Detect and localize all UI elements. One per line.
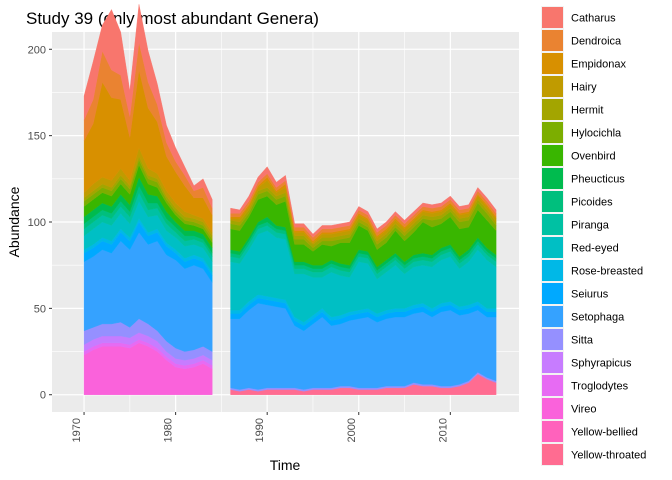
legend-swatch-sphyrapicus — [542, 352, 563, 373]
legend-swatch-dendroica — [542, 30, 563, 51]
x-axis-title: Time — [270, 457, 301, 473]
legend-swatch-piranga — [542, 214, 563, 235]
legend-label-hylocichla: Hylocichla — [571, 128, 622, 140]
legend-swatch-seiurus — [542, 283, 563, 304]
y-tick-label: 50 — [34, 303, 46, 315]
legend-swatch-ovenbird — [542, 145, 563, 166]
legend-swatch-picoides — [542, 191, 563, 212]
y-tick-label: 0 — [40, 390, 46, 402]
legend-label-hermit: Hermit — [571, 105, 603, 117]
legend: Catharus Dendroica Empidonax Hairy Hermit Hyl… — [541, 6, 646, 466]
legend-label-pheucticus: Pheucticus — [571, 174, 625, 186]
legend-label-setophaga: Setophaga — [571, 312, 625, 324]
legend-label-yellow-bellied: Yellow-bellied — [571, 427, 638, 439]
x-tick-label: 2010 — [437, 418, 449, 442]
area-catharus-segment-1 — [83, 4, 213, 209]
legend-swatch-rose-breasted — [542, 260, 563, 281]
legend-label-rose-breasted: Rose-breasted — [571, 266, 643, 278]
legend-label-vireo: Vireo — [571, 404, 596, 416]
y-tick-label: 200 — [28, 44, 46, 56]
legend-label-red-eyed: Red-eyed — [571, 243, 619, 255]
legend-swatch-yellow-throated — [542, 444, 563, 465]
legend-swatch-red-eyed — [542, 237, 563, 258]
x-tick-label: 1990 — [254, 418, 266, 442]
x-tick-label: 1980 — [163, 418, 175, 442]
x-tick-label: 2000 — [346, 418, 358, 442]
chart-title: Study 39 (only most abundant Genera) — [26, 9, 319, 28]
y-tick-label: 150 — [28, 131, 46, 143]
legend-label-dendroica: Dendroica — [571, 36, 622, 48]
x-tick-label: 1970 — [71, 418, 83, 442]
legend-swatch-hermit — [542, 99, 563, 120]
legend-label-troglodytes: Troglodytes — [571, 381, 629, 393]
legend-label-yellow-throated: Yellow-throated — [571, 450, 646, 462]
y-axis-title: Abundance — [6, 186, 22, 257]
legend-swatch-hylocichla — [542, 122, 563, 143]
legend-label-sitta: Sitta — [571, 335, 594, 347]
legend-swatch-empidonax — [542, 53, 563, 74]
legend-swatch-sitta — [542, 329, 563, 350]
legend-swatch-catharus — [542, 7, 563, 28]
legend-swatch-vireo — [542, 398, 563, 419]
legend-label-piranga: Piranga — [571, 220, 610, 232]
y-tick-label: 100 — [28, 217, 46, 229]
legend-label-seiurus: Seiurus — [571, 289, 609, 301]
legend-swatch-hairy — [542, 76, 563, 97]
legend-label-empidonax: Empidonax — [571, 59, 627, 71]
legend-swatch-yellow-bellied — [542, 421, 563, 442]
legend-label-picoides: Picoides — [571, 197, 613, 209]
legend-swatch-pheucticus — [542, 168, 563, 189]
area-catharus-segment-2 — [230, 166, 497, 238]
stacked-areas — [83, 4, 497, 395]
legend-swatch-troglodytes — [542, 375, 563, 396]
legend-label-sphyrapicus: Sphyrapicus — [571, 358, 632, 370]
axes: 0 50 100 150 200 1970 1980 1990 2000 2010 — [28, 44, 451, 442]
legend-swatch-setophaga — [542, 306, 563, 327]
legend-label-ovenbird: Ovenbird — [571, 151, 616, 163]
legend-label-hairy: Hairy — [571, 82, 597, 94]
legend-label-catharus: Catharus — [571, 13, 616, 25]
